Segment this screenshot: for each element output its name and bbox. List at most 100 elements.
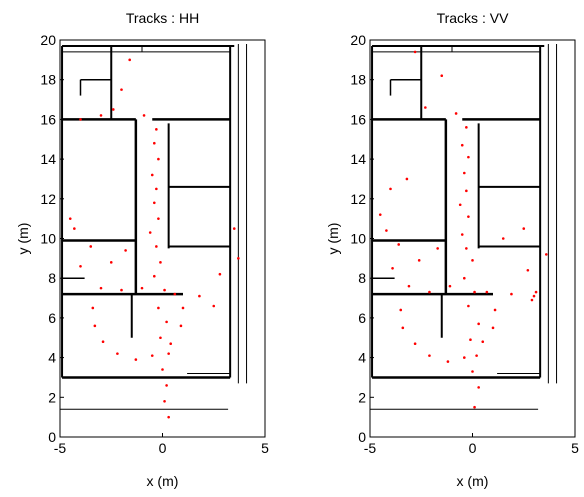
track-point bbox=[212, 305, 215, 308]
track-point bbox=[465, 126, 468, 129]
track-point bbox=[424, 106, 427, 109]
track-point bbox=[116, 352, 119, 355]
track-point bbox=[163, 289, 166, 292]
track-point bbox=[418, 259, 421, 262]
chart-title: Tracks : HH bbox=[126, 10, 199, 26]
track-point bbox=[467, 305, 470, 308]
track-point bbox=[128, 59, 131, 62]
track-point bbox=[135, 358, 138, 361]
track-point bbox=[463, 277, 466, 280]
track-point bbox=[198, 295, 201, 298]
track-point bbox=[237, 257, 240, 260]
track-point bbox=[151, 354, 154, 357]
track-point bbox=[73, 227, 76, 230]
track-point bbox=[402, 327, 405, 330]
track-point bbox=[153, 142, 156, 145]
track-point bbox=[157, 158, 160, 161]
track-point bbox=[473, 406, 476, 409]
y-tick-label: 18 bbox=[350, 72, 366, 88]
track-point bbox=[94, 325, 97, 328]
track-point bbox=[449, 285, 452, 288]
track-point bbox=[527, 269, 530, 272]
track-point bbox=[120, 289, 123, 292]
x-tick-label: 0 bbox=[159, 440, 167, 456]
track-point bbox=[219, 273, 222, 276]
track-point bbox=[436, 247, 439, 250]
track-point bbox=[165, 321, 168, 324]
track-point bbox=[397, 243, 400, 246]
track-point bbox=[522, 227, 525, 230]
track-point bbox=[455, 112, 458, 115]
track-point bbox=[157, 217, 160, 220]
track-point bbox=[531, 299, 534, 302]
track-point bbox=[120, 88, 123, 91]
y-tick-label: 12 bbox=[40, 191, 56, 207]
track-point bbox=[399, 309, 402, 312]
track-point bbox=[167, 352, 170, 355]
y-tick-label: 4 bbox=[358, 350, 366, 366]
track-point bbox=[159, 261, 162, 264]
track-point bbox=[159, 336, 162, 339]
track-point bbox=[447, 360, 450, 363]
track-point bbox=[233, 227, 236, 230]
y-tick-label: 6 bbox=[358, 310, 366, 326]
y-tick-label: 0 bbox=[358, 429, 366, 445]
track-point bbox=[163, 400, 166, 403]
track-point bbox=[89, 245, 92, 248]
track-point bbox=[92, 307, 95, 310]
x-axis-label: x (m) bbox=[147, 473, 179, 489]
track-point bbox=[143, 114, 146, 117]
track-point bbox=[467, 156, 470, 159]
track-point bbox=[406, 178, 409, 181]
track-point bbox=[477, 386, 480, 389]
track-point bbox=[414, 51, 417, 54]
y-tick-label: 8 bbox=[48, 270, 56, 286]
track-point bbox=[469, 338, 472, 341]
track-point bbox=[459, 203, 462, 206]
track-point bbox=[180, 325, 183, 328]
track-point bbox=[465, 190, 468, 193]
track-point bbox=[463, 356, 466, 359]
track-point bbox=[69, 217, 72, 220]
y-tick-label: 2 bbox=[358, 389, 366, 405]
y-tick-label: 0 bbox=[48, 429, 56, 445]
track-point bbox=[465, 247, 468, 250]
track-point bbox=[165, 384, 168, 387]
y-tick-label: 18 bbox=[40, 72, 56, 88]
y-tick-label: 4 bbox=[48, 350, 56, 366]
track-point bbox=[151, 174, 154, 177]
x-axis-label: x (m) bbox=[457, 473, 489, 489]
track-point bbox=[492, 327, 495, 330]
track-point bbox=[182, 307, 185, 310]
track-point bbox=[153, 201, 156, 204]
track-point bbox=[161, 368, 164, 371]
track-point bbox=[502, 237, 505, 240]
track-point bbox=[169, 342, 172, 345]
y-tick-label: 20 bbox=[40, 32, 56, 48]
track-point bbox=[494, 309, 497, 312]
track-point bbox=[110, 261, 113, 264]
track-point bbox=[545, 253, 548, 256]
y-tick-label: 10 bbox=[40, 231, 56, 247]
track-point bbox=[471, 370, 474, 373]
track-point bbox=[408, 285, 411, 288]
track-point bbox=[414, 342, 417, 345]
track-point bbox=[440, 74, 443, 77]
y-tick-label: 14 bbox=[40, 151, 56, 167]
track-point bbox=[79, 265, 82, 268]
track-point bbox=[461, 144, 464, 147]
track-point bbox=[100, 114, 103, 117]
y-tick-label: 14 bbox=[350, 151, 366, 167]
x-tick-label: 5 bbox=[571, 440, 579, 456]
track-point bbox=[471, 259, 474, 262]
track-point bbox=[153, 275, 156, 278]
track-point bbox=[389, 188, 392, 191]
track-point bbox=[141, 287, 144, 290]
track-point bbox=[486, 291, 489, 294]
track-point bbox=[167, 416, 170, 419]
track-point bbox=[155, 188, 158, 191]
track-point bbox=[481, 340, 484, 343]
track-point bbox=[157, 307, 160, 310]
track-point bbox=[428, 354, 431, 357]
